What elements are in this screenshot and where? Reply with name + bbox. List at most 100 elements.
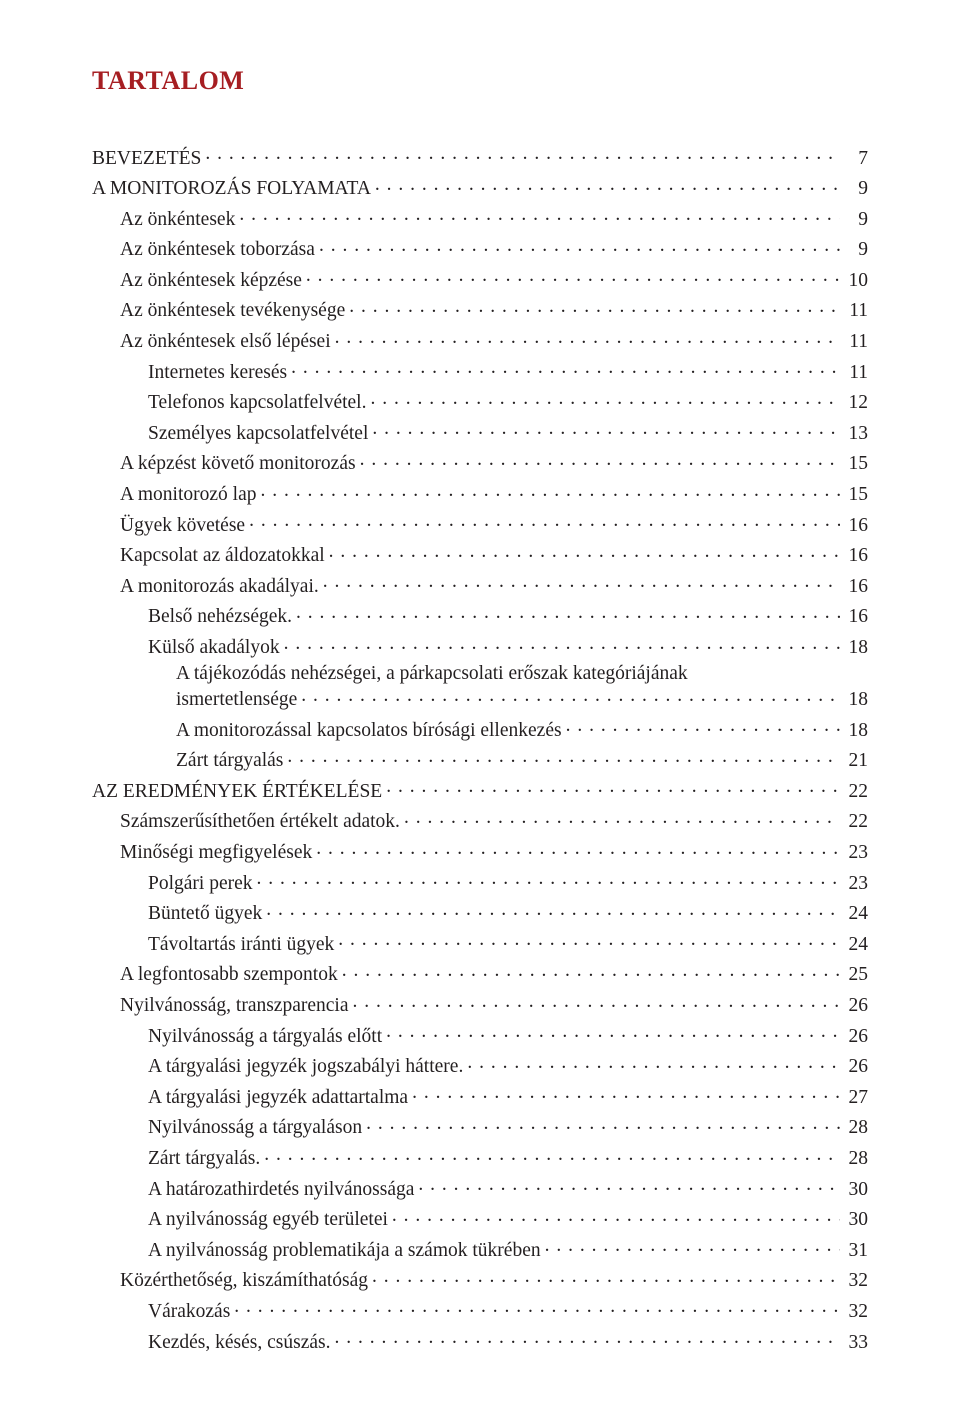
toc-leader-dots: [239, 205, 840, 225]
toc-entry-page: 33: [844, 1333, 868, 1353]
toc-leader-dots: [329, 542, 840, 562]
toc-entry-page: 28: [844, 1149, 868, 1169]
toc-leader-dots: [372, 1267, 840, 1287]
toc-entry-label: A nyilvánosság egyéb területei: [148, 1210, 388, 1230]
toc-leader-dots: [296, 603, 840, 623]
toc-entry: A nyilvánosság egyéb területei 30: [92, 1206, 868, 1230]
toc-entry-label: Közérthetőség, kiszámíthatóság: [120, 1271, 368, 1291]
toc-entry: A monitorozó lap15: [92, 481, 868, 505]
toc-leader-dots: [566, 716, 840, 736]
toc-leader-dots: [338, 930, 840, 950]
toc-entry-label: Az önkéntesek toborzása: [120, 240, 315, 260]
toc-entry: Nyilvánosság a tárgyalás előtt 26: [92, 1022, 868, 1046]
toc-entry-label: Kapcsolat az áldozatokkal: [120, 546, 325, 566]
toc-entry: Minőségi megfigyelések23: [92, 839, 868, 863]
toc-entry: Nyilvánosság, transzparencia26: [92, 992, 868, 1016]
toc-leader-dots: [545, 1236, 840, 1256]
toc-entry: A MONITOROZÁS FOLYAMATA 9: [92, 175, 868, 199]
toc-entry-label: Telefonos kapcsolatfelvétel.: [148, 393, 366, 413]
toc-entry: Zárt tárgyalás.28: [92, 1145, 868, 1169]
toc-leader-dots: [306, 266, 840, 286]
toc-leader-dots: [366, 1114, 840, 1134]
toc-entry-label: AZ EREDMÉNYEK ÉRTÉKELÉSE: [92, 782, 382, 802]
toc-leader-dots: [301, 686, 840, 706]
toc-entry-label: Az önkéntesek tevékenysége: [120, 301, 345, 321]
toc-entry-label: Ügyek követése: [120, 516, 245, 536]
toc-entry-label: A tárgyalási jegyzék jogszabályi háttere…: [148, 1057, 463, 1077]
toc-entry: BEVEZETÉS7: [92, 144, 868, 168]
toc-leader-dots: [375, 175, 840, 195]
toc-entry-page: 25: [844, 965, 868, 985]
toc-entry-label: A képzést követő monitorozás: [120, 454, 356, 474]
toc-entry: Az önkéntesek tevékenysége 11: [92, 297, 868, 321]
toc-entry-label: Az önkéntesek: [120, 210, 235, 230]
toc-entry-label: ismertetlensége: [176, 690, 297, 710]
toc-entry: Büntető ügyek24: [92, 900, 868, 924]
toc-entry: A tárgyalási jegyzék jogszabályi háttere…: [92, 1053, 868, 1077]
toc-entry-page: 11: [844, 301, 868, 321]
toc-entry: Telefonos kapcsolatfelvétel. 12: [92, 389, 868, 413]
toc-entry-label: Zárt tárgyalás: [176, 751, 283, 771]
toc-entry-page: 12: [844, 393, 868, 413]
toc-entry: Az önkéntesek első lépései11: [92, 328, 868, 352]
toc-entry-label: Számszerűsíthetően értékelt adatok.: [120, 812, 400, 832]
toc-entry-page: 18: [844, 638, 868, 658]
toc-leader-dots: [342, 961, 840, 981]
toc-entry: A monitorozás akadályai.16: [92, 572, 868, 596]
toc-entry-label: Távoltartás iránti ügyek: [148, 935, 334, 955]
toc-entry-page: 30: [844, 1210, 868, 1230]
toc-entry-label: Nyilvánosság a tárgyalás előtt: [148, 1027, 382, 1047]
toc-entry-page: 18: [844, 690, 868, 710]
toc-leader-dots: [249, 511, 840, 531]
toc-leader-dots: [287, 747, 840, 767]
toc-entry-page: 24: [844, 935, 868, 955]
toc-entry-label: Az önkéntesek képzése: [120, 271, 302, 291]
toc-leader-dots: [257, 869, 840, 889]
toc-entry-page: 22: [844, 782, 868, 802]
toc-entry-page: 9: [844, 210, 868, 230]
toc-entry-page: 23: [844, 874, 868, 894]
toc-entry: Zárt tárgyalás21: [92, 747, 868, 771]
toc-entry: A legfontosabb szempontok 25: [92, 961, 868, 985]
toc-entry-label: A MONITOROZÁS FOLYAMATA: [92, 179, 371, 199]
toc-entry-label: Minőségi megfigyelések: [120, 843, 312, 863]
toc-entry-label: Internetes keresés: [148, 363, 287, 383]
toc-leader-dots: [372, 419, 840, 439]
toc-entry-label: Személyes kapcsolatfelvétel: [148, 424, 368, 444]
toc-entry-page: 30: [844, 1180, 868, 1200]
toc-leader-dots: [334, 1328, 840, 1348]
toc-entry: Az önkéntesek toborzása9: [92, 236, 868, 260]
toc-entry-label: Külső akadályok: [148, 638, 280, 658]
toc-leader-dots: [264, 1145, 840, 1165]
toc-entry: ismertetlensége 18: [92, 686, 868, 710]
toc-leader-dots: [386, 777, 840, 797]
toc-entry-page: 26: [844, 1027, 868, 1047]
toc-entry: Várakozás32: [92, 1297, 868, 1321]
toc-entry: Internetes keresés11: [92, 358, 868, 382]
toc-entry: Belső nehézségek.16: [92, 603, 868, 627]
toc-entry-page: 15: [844, 485, 868, 505]
toc-entry-label: A monitorozással kapcsolatos bírósági el…: [176, 721, 562, 741]
toc-entry-page: 16: [844, 577, 868, 597]
toc-entry: Nyilvánosság a tárgyaláson 28: [92, 1114, 868, 1138]
toc-entry-page: 32: [844, 1302, 868, 1322]
toc-leader-dots: [323, 572, 840, 592]
toc-entry-page: 10: [844, 271, 868, 291]
toc-entry: Kezdés, késés, csúszás.33: [92, 1328, 868, 1352]
toc-entry-page: 28: [844, 1118, 868, 1138]
toc-entry-label: Nyilvánosság a tárgyaláson: [148, 1118, 362, 1138]
toc-entry-page: 9: [844, 179, 868, 199]
toc-leader-dots: [319, 236, 840, 256]
toc-leader-dots: [404, 808, 840, 828]
toc-entry-page: 31: [844, 1241, 868, 1261]
toc-entry: Az önkéntesek képzése 10: [92, 266, 868, 290]
toc-leader-dots: [370, 389, 840, 409]
toc-entry: Külső akadályok 18: [92, 634, 868, 658]
toc-entry: A határozathirdetés nyilvánossága30: [92, 1175, 868, 1199]
toc-entry-label: A legfontosabb szempontok: [120, 965, 338, 985]
toc-entry: Polgári perek23: [92, 869, 868, 893]
toc-entry-page: 15: [844, 454, 868, 474]
toc-entry-label: Belső nehézségek.: [148, 607, 292, 627]
toc-entry: Közérthetőség, kiszámíthatóság32: [92, 1267, 868, 1291]
toc-entry-wrap: A tájékozódás nehézségei, a párkapcsolat…: [92, 664, 868, 684]
